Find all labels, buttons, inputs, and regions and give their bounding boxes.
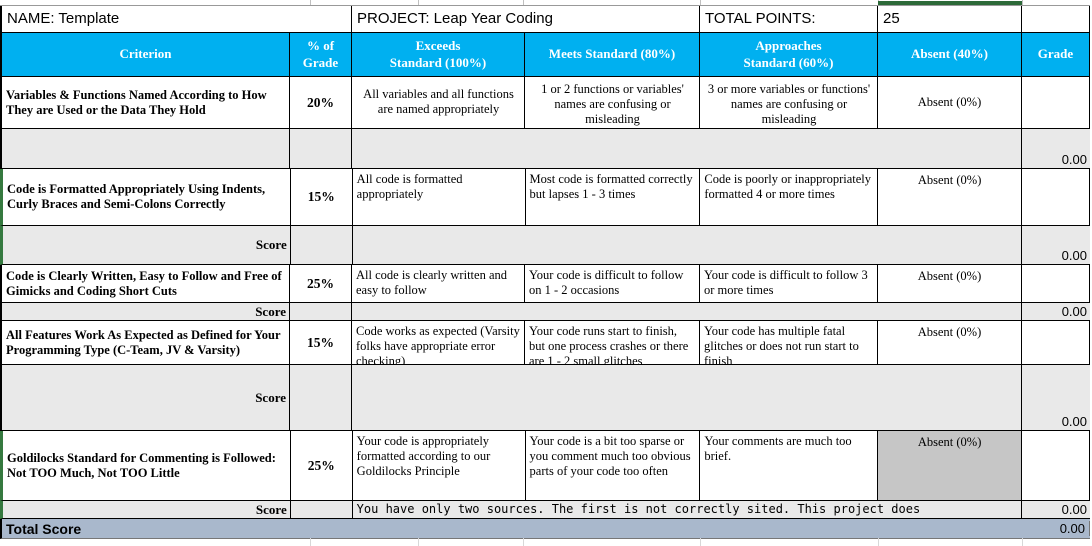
weight-cell[interactable]: 25% xyxy=(290,265,352,302)
grade-cell[interactable] xyxy=(1022,169,1090,225)
gridline-tick xyxy=(418,0,419,5)
score-comment-cell[interactable] xyxy=(353,226,1023,264)
title-row: NAME: Template PROJECT: Leap Year Coding… xyxy=(0,6,1090,33)
absent-cell[interactable]: Absent (0%) xyxy=(878,77,1022,128)
header-row: Criterion % of Grade Exceeds Standard (1… xyxy=(0,33,1090,77)
score-value-cell[interactable]: 0.00 xyxy=(1061,304,1087,319)
score-label[interactable]: Score xyxy=(2,365,290,430)
meets-cell[interactable]: Your code is difficult to follow on 1 - … xyxy=(525,265,700,302)
gridline-tick xyxy=(1022,538,1023,546)
approaches-cell[interactable]: Your code has multiple fatal glitches or… xyxy=(700,321,878,364)
blank-cell[interactable] xyxy=(290,303,352,320)
gridline-tick xyxy=(523,0,524,5)
header-meets[interactable]: Meets Standard (80%) xyxy=(525,33,700,76)
approaches-cell[interactable]: Your code is difficult to follow 3 or mo… xyxy=(700,265,878,302)
score-label[interactable]: Score xyxy=(3,226,291,264)
gridline-tick xyxy=(1022,0,1023,5)
exceeds-cell[interactable]: All code is formatted appropriately xyxy=(353,169,526,225)
meets-cell[interactable]: 1 or 2 functions or variables' names are… xyxy=(525,77,700,128)
grade-cell[interactable] xyxy=(1022,321,1090,364)
project-cell[interactable]: PROJECT: Leap Year Coding xyxy=(352,6,700,32)
score-value-cell[interactable]: 0.00 xyxy=(1061,502,1087,517)
name-cell[interactable]: NAME: Template xyxy=(2,6,352,32)
header-exceeds[interactable]: Exceeds Standard (100%) xyxy=(352,33,525,76)
gridline-tick xyxy=(310,0,311,5)
score-comment-cell[interactable] xyxy=(352,129,1022,168)
absent-cell-highlighted[interactable]: Absent (0%) xyxy=(878,431,1023,500)
blank-cell[interactable] xyxy=(1022,6,1090,32)
gridline-tick xyxy=(878,538,879,546)
blank-cell[interactable] xyxy=(291,226,353,264)
total-score-row: Total Score 0.00 xyxy=(0,519,1090,539)
total-points-label-cell[interactable]: TOTAL POINTS: xyxy=(700,6,878,32)
selection-green-border xyxy=(878,1,1022,5)
grade-cell[interactable] xyxy=(1022,265,1090,302)
blank-cell[interactable] xyxy=(290,365,352,430)
score-comment-cell[interactable]: You have only two sources. The first is … xyxy=(353,501,1023,518)
score-label[interactable]: Score xyxy=(2,303,290,320)
score-value-cell[interactable]: 0.00 xyxy=(1061,152,1087,167)
meets-cell[interactable]: Your code runs start to finish, but one … xyxy=(525,321,700,364)
grade-cell[interactable] xyxy=(1022,77,1090,128)
score-row: Score 0.00 xyxy=(0,226,1090,265)
exceeds-cell[interactable]: Your code is appropriately formatted acc… xyxy=(353,431,526,500)
gridline-tick xyxy=(700,0,701,5)
criterion-cell[interactable]: Goldilocks Standard for Commenting is Fo… xyxy=(3,431,291,500)
score-row: Score You have only two sources. The fir… xyxy=(0,501,1090,519)
weight-cell[interactable]: 15% xyxy=(291,169,353,225)
criterion-row: Variables & Functions Named According to… xyxy=(0,77,1090,129)
criterion-cell[interactable]: All Features Work As Expected as Defined… xyxy=(2,321,290,364)
criterion-row: Goldilocks Standard for Commenting is Fo… xyxy=(0,431,1090,501)
gridline-tick xyxy=(310,538,311,546)
meets-cell[interactable]: Your code is a bit too sparse or you com… xyxy=(526,431,701,500)
score-row: Score 0.00 xyxy=(0,303,1090,321)
approaches-cell[interactable]: Your comments are much too brief. xyxy=(700,431,879,500)
header-absent[interactable]: Absent (40%) xyxy=(878,33,1022,76)
gridline-tick xyxy=(418,538,419,546)
score-value-cell[interactable]: 0.00 xyxy=(1061,248,1087,263)
meets-cell[interactable]: Most code is formatted correctly but lap… xyxy=(526,169,701,225)
criterion-cell[interactable]: Code is Formatted Appropriately Using In… xyxy=(3,169,291,225)
score-value-cell[interactable]: 0.00 xyxy=(1061,414,1087,429)
weight-cell[interactable]: 25% xyxy=(291,431,353,500)
criterion-row: Code is Formatted Appropriately Using In… xyxy=(0,169,1090,226)
total-score-value[interactable]: 0.00 xyxy=(956,521,1090,536)
score-label[interactable]: Score xyxy=(3,501,291,518)
weight-cell[interactable]: 20% xyxy=(290,77,352,128)
approaches-cell[interactable]: 3 or more variables or functions' names … xyxy=(700,77,878,128)
blank-cell[interactable] xyxy=(291,501,353,518)
criterion-cell[interactable]: Code is Clearly Written, Easy to Follow … xyxy=(2,265,290,302)
blank-cell[interactable] xyxy=(290,129,352,168)
exceeds-cell[interactable]: All variables and all functions are name… xyxy=(352,77,525,128)
criterion-row: All Features Work As Expected as Defined… xyxy=(0,321,1090,365)
score-comment-cell[interactable] xyxy=(352,365,1022,430)
criterion-row: Code is Clearly Written, Easy to Follow … xyxy=(0,265,1090,303)
grade-cell[interactable] xyxy=(1022,431,1090,500)
exceeds-cell[interactable]: All code is clearly written and easy to … xyxy=(352,265,525,302)
gridline-tick xyxy=(700,538,701,546)
approaches-cell[interactable]: Code is poorly or inappropriately format… xyxy=(700,169,879,225)
absent-cell[interactable]: Absent (0%) xyxy=(878,265,1022,302)
exceeds-cell[interactable]: Code works as expected (Varsity folks ha… xyxy=(352,321,525,364)
total-points-value-cell[interactable]: 25 xyxy=(878,6,1022,32)
total-score-label[interactable]: Total Score xyxy=(6,520,82,537)
absent-cell[interactable]: Absent (0%) xyxy=(878,321,1022,364)
absent-cell[interactable]: Absent (0%) xyxy=(878,169,1023,225)
score-row: 0.00 xyxy=(0,129,1090,169)
header-criterion[interactable]: Criterion xyxy=(2,33,290,76)
rubric-table: NAME: Template PROJECT: Leap Year Coding… xyxy=(0,5,1090,539)
header-weight[interactable]: % of Grade xyxy=(290,33,352,76)
header-approaches[interactable]: Approaches Standard (60%) xyxy=(700,33,878,76)
gridline-tick xyxy=(523,538,524,546)
score-comment-cell[interactable] xyxy=(352,303,1022,320)
weight-cell[interactable]: 15% xyxy=(290,321,352,364)
score-row: Score 0.00 xyxy=(0,365,1090,431)
header-grade[interactable]: Grade xyxy=(1022,33,1090,76)
criterion-cell[interactable]: Variables & Functions Named According to… xyxy=(2,77,290,128)
score-label[interactable] xyxy=(2,129,290,168)
